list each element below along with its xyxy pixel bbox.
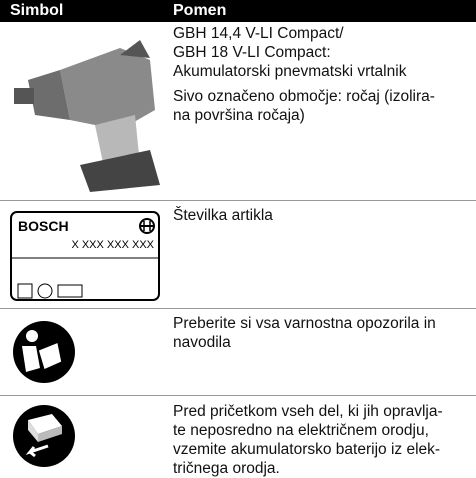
text-line: Sivo označeno območje: ročaj (izolira- [173, 88, 435, 105]
text-line: Številka artikla [173, 207, 273, 224]
read-manual-icon [13, 321, 75, 383]
header-cell: Simbol [10, 2, 64, 19]
text-line: na površina ročaja) [173, 107, 305, 124]
text-line: Pred pričetkom vseh del, ki jih opravlja… [173, 403, 443, 420]
text-line: Preberite si vsa varnostna opozorila in [173, 315, 436, 332]
text-line: GBH 18 V-LI Compact: [173, 44, 331, 61]
text-line: navodila [173, 334, 231, 351]
drill-image [14, 40, 160, 192]
text-line: te neposredno na električnem orodju, [173, 422, 429, 439]
row-separator [0, 395, 476, 396]
text-line: GBH 14,4 V-LI Compact/ [173, 25, 344, 42]
text-line: tričnega orodja. [173, 460, 280, 477]
text-line: vzemite akumulatorsko baterijo iz elek- [173, 441, 441, 458]
header-cell: Pomen [173, 2, 227, 19]
table-header: Simbol Pomen [0, 0, 476, 22]
row-separator [0, 200, 476, 201]
row-separator [0, 308, 476, 309]
label-number: X XXX XXX XXX [71, 239, 154, 251]
type-label: BOSCH X XXX XXX XXX [10, 211, 160, 301]
battery-remove-icon [13, 405, 75, 467]
text-line: Akumulatorski pnevmatski vrtalnik [173, 63, 407, 80]
label-brand: BOSCH [18, 218, 69, 234]
